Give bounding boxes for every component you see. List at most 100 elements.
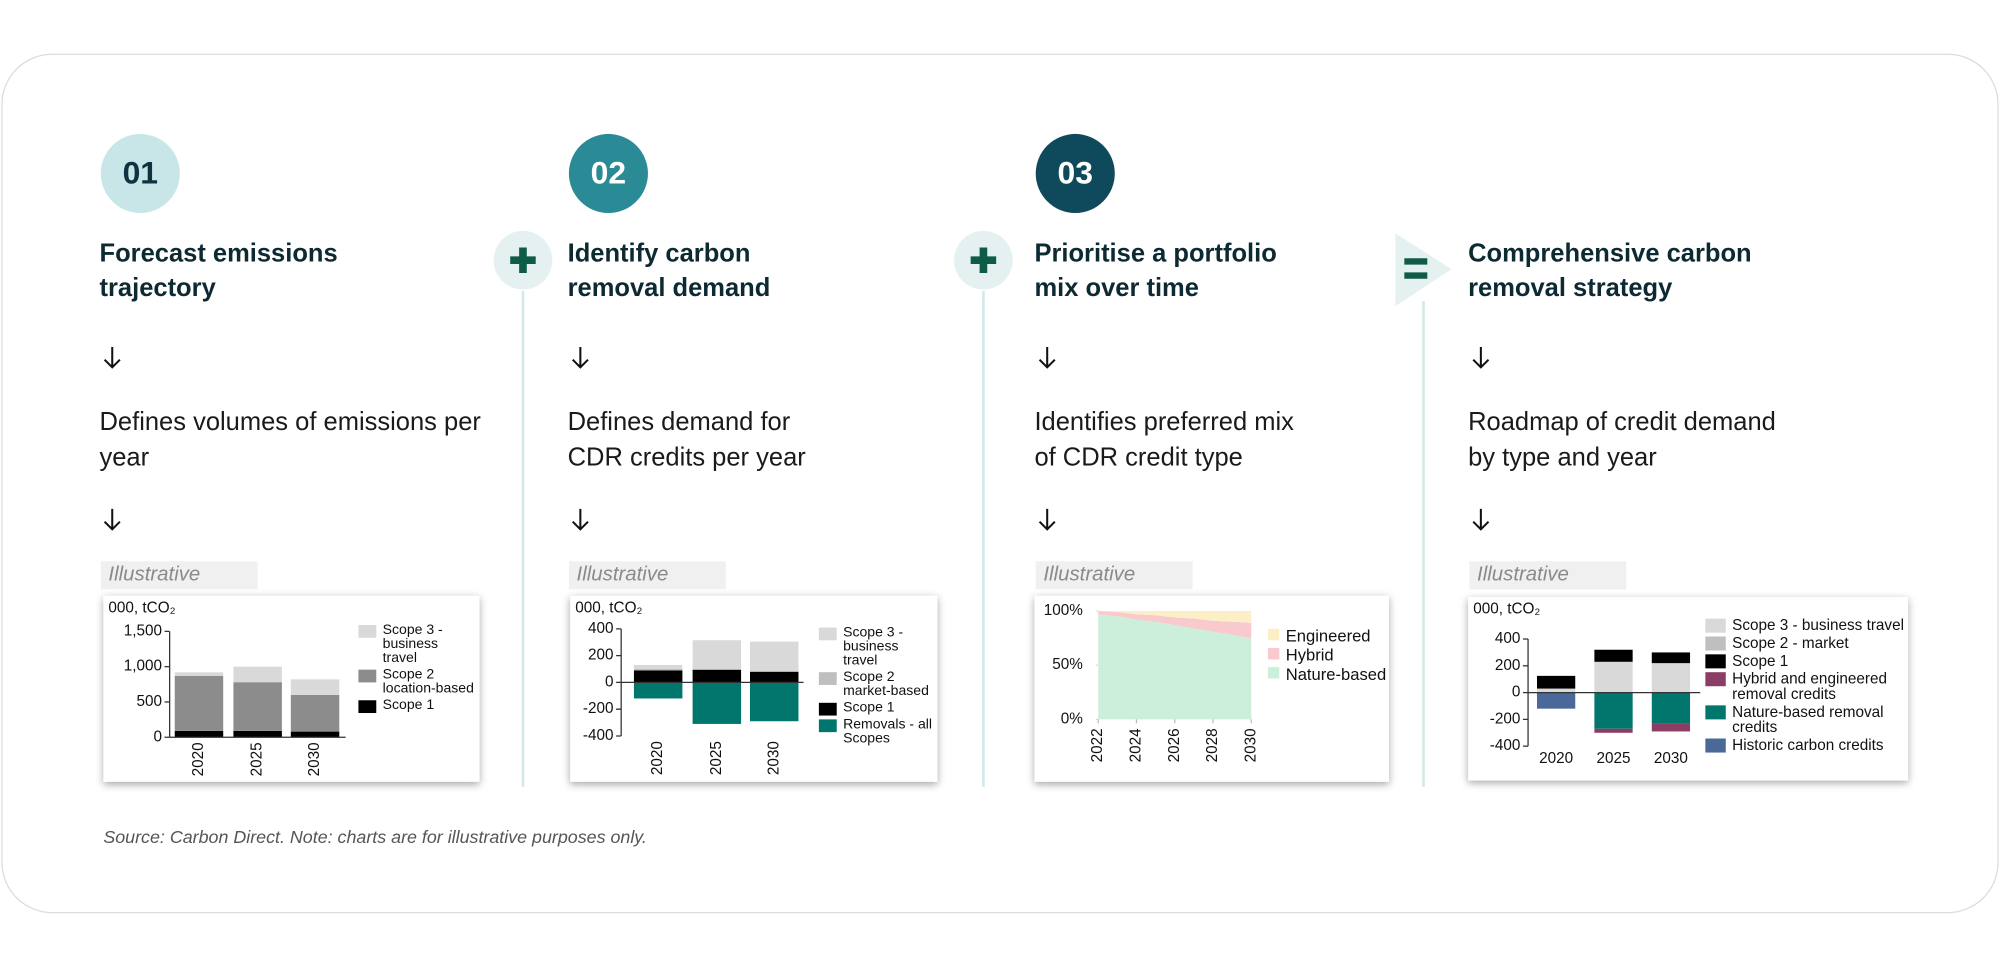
x-tick-label: 2030	[1242, 728, 1259, 762]
bar-segment	[1536, 675, 1576, 689]
y-tick-label: 50%	[1052, 656, 1083, 673]
bar-segment	[749, 641, 799, 672]
legend-swatch	[358, 669, 377, 683]
step-description: Defines demand for CDR credits per year	[567, 408, 806, 472]
y-tick-label: -400	[1490, 737, 1521, 754]
bar-segment	[174, 675, 224, 731]
area	[1098, 614, 1252, 720]
x-tick-label: 2025	[249, 742, 266, 776]
legend-swatch	[1267, 628, 1280, 641]
y-tick-label: 200	[1495, 657, 1521, 674]
legend-swatch	[818, 672, 837, 685]
y-tick-label: 400	[588, 620, 614, 637]
step-description: Roadmap of credit demand by type and yea…	[1468, 408, 1776, 472]
legend-label: Hybrid and engineered removal credits	[1732, 669, 1888, 703]
legend-item: Hybrid	[1267, 647, 1389, 663]
legend-item: Removals - all Scopes	[818, 716, 934, 747]
y-tick-label: -200	[583, 700, 614, 717]
x-tick-label: 2030	[306, 742, 323, 776]
legend-swatch	[1705, 738, 1726, 753]
chart-card: 000, tCO₂ -400 -200 0 200 400 2020 2025 2030 Scop…	[1468, 596, 1909, 781]
bar-segment	[290, 679, 340, 695]
chart: 000, tCO₂ -400 -200 0 200 400 2020 2025 2030	[575, 599, 804, 775]
legend: Scope 3 - business travel Scope 2 - marke…	[1705, 617, 1908, 755]
step-number: 02	[568, 133, 648, 214]
step-title: Identify carbon removal demand	[567, 239, 771, 303]
bar-segment	[1651, 663, 1691, 693]
x-tick-label: 2020	[190, 742, 207, 776]
bar-segment	[1594, 649, 1633, 662]
step-description: Defines volumes of emissions per year	[99, 408, 481, 472]
legend-swatch	[1705, 705, 1726, 720]
bar-segment	[633, 670, 683, 683]
illustrative-tag: Illustrative	[1469, 561, 1627, 590]
plus-icon	[970, 247, 997, 273]
legend-label: Scope 2 location-based	[382, 667, 474, 697]
y-tick-label: 0%	[1061, 710, 1084, 727]
bar-segment	[1594, 661, 1633, 693]
legend-label: Engineered	[1285, 626, 1371, 646]
chart-card: 0% 50% 100% 2022 2024 2026 2028 2030 Engineered H…	[1034, 595, 1390, 782]
bar-segment	[633, 664, 683, 670]
legend-swatch	[818, 719, 837, 733]
legend-swatch	[1705, 618, 1726, 633]
bar-segment	[692, 669, 742, 683]
x-tick-label: 2026	[1166, 728, 1183, 762]
x-tick-label: 2024	[1128, 728, 1145, 763]
legend-swatch	[1267, 667, 1280, 679]
legend-item: Hybrid and engineered removal credits	[1705, 671, 1908, 702]
bar-segment	[174, 730, 224, 738]
bar-segment	[1594, 728, 1633, 733]
y-tick-label: 400	[1495, 630, 1521, 647]
y-tick-label: 1,500	[124, 622, 162, 639]
legend-swatch	[818, 627, 837, 641]
legend-item: Scope 2 market-based	[818, 670, 934, 699]
step-number: 03	[1035, 133, 1115, 214]
legend-label: Historic carbon credits	[1732, 735, 1884, 754]
bar-segment	[1651, 723, 1691, 732]
legend-swatch	[358, 700, 377, 714]
source-note: Source: Carbon Direct. Note: charts are …	[103, 826, 647, 847]
area	[1098, 610, 1252, 639]
legend-item: Nature-based removal credits	[1705, 704, 1908, 735]
y-tick-label: 1,000	[124, 658, 162, 675]
equals-icon	[1404, 258, 1428, 279]
chart-card: 000, tCO₂ 0 500 1,000 1,500 2020 2025 2030 Scope…	[103, 595, 480, 782]
legend-item: Scope 1	[358, 698, 475, 714]
legend-label: Removals - all Scopes	[843, 716, 932, 747]
equals-bg	[1395, 233, 1452, 307]
bar-segment	[233, 730, 282, 738]
step-title: Prioritise a portfolio mix over time	[1034, 239, 1277, 303]
y-axis-label: 000, tCO₂	[108, 599, 175, 616]
y-axis-label: 000, tCO₂	[1473, 601, 1540, 618]
legend-swatch	[818, 702, 837, 716]
legend-label: Scope 3 - business travel	[1732, 616, 1905, 634]
legend: Scope 3 - business travel Scope 2 locatio…	[358, 623, 475, 716]
legend-label: Scope 2 - market	[1732, 633, 1849, 652]
y-tick-label: 0	[153, 728, 162, 745]
legend: Scope 3 - business travel Scope 2 market-…	[818, 626, 934, 748]
x-tick-label: 2030	[765, 741, 782, 775]
y-tick-label: -200	[1490, 710, 1521, 727]
y-tick-label: 100%	[1044, 602, 1084, 619]
legend-label: Nature-based	[1285, 664, 1387, 684]
bar-segment	[1536, 688, 1576, 693]
y-tick-label: -400	[583, 727, 614, 744]
legend-swatch	[358, 624, 377, 638]
legend-item: Scope 3 - business travel	[818, 626, 934, 668]
legend: Engineered Hybrid Nature-based	[1267, 626, 1389, 685]
bar-segment	[233, 682, 282, 731]
x-tick-label: 2020	[1539, 750, 1573, 767]
y-tick-label: 500	[136, 693, 162, 710]
chart: 0% 50% 100% 2022 2024 2026 2028 2030	[1044, 602, 1260, 763]
bar-segment	[633, 669, 683, 671]
bar-segment	[233, 666, 282, 683]
bar-segment	[1651, 652, 1691, 664]
step-number: 01	[100, 133, 180, 214]
x-tick-label: 2028	[1204, 728, 1221, 762]
bar-segment	[1651, 692, 1691, 724]
legend-item: Engineered	[1267, 626, 1389, 646]
illustrative-tag: Illustrative	[1035, 561, 1193, 590]
x-tick-label: 2022	[1089, 728, 1106, 762]
step-title: Comprehensive carbon removal strategy	[1468, 239, 1752, 303]
